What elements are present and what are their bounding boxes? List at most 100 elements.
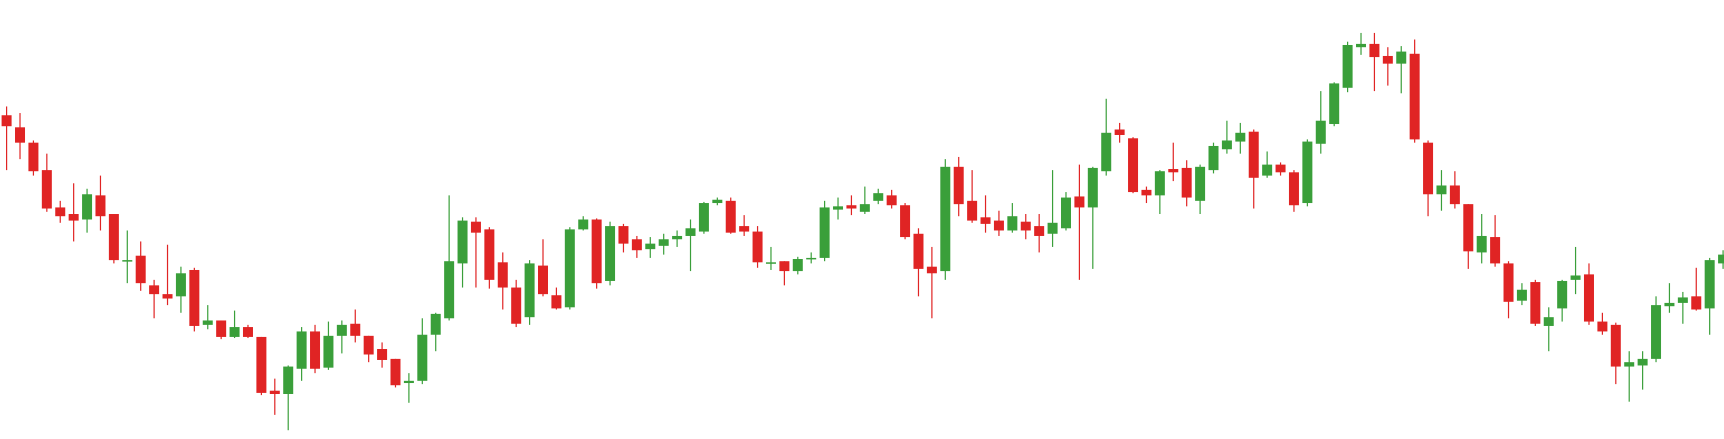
candle-body bbox=[967, 200, 978, 221]
candle-body bbox=[631, 239, 642, 251]
candle-body bbox=[1637, 358, 1648, 366]
candle-body bbox=[108, 214, 119, 261]
candle-body bbox=[323, 335, 334, 368]
candle-body bbox=[1195, 166, 1206, 201]
candle-body bbox=[1342, 44, 1353, 88]
candle-body bbox=[1449, 185, 1460, 205]
candle-body bbox=[1597, 321, 1608, 332]
candle-body bbox=[457, 220, 468, 264]
candle-body bbox=[913, 233, 924, 269]
candle-body bbox=[1047, 222, 1058, 234]
candle-body bbox=[122, 260, 133, 262]
candle-body bbox=[591, 219, 602, 284]
candle-body bbox=[1516, 289, 1527, 301]
candle-body bbox=[1074, 196, 1085, 208]
candle-body bbox=[1664, 302, 1675, 307]
candle-body bbox=[752, 231, 763, 263]
candle-body bbox=[859, 204, 870, 212]
candle-body bbox=[1235, 132, 1246, 142]
candle-body bbox=[819, 207, 830, 258]
candle-body bbox=[28, 142, 39, 172]
candle-body bbox=[538, 265, 548, 295]
candle-body bbox=[1423, 142, 1434, 195]
candle-body bbox=[792, 259, 803, 272]
candle-body bbox=[618, 226, 629, 244]
candle-body bbox=[712, 199, 723, 204]
candle-body bbox=[1476, 235, 1487, 253]
candle-body bbox=[926, 266, 937, 274]
candle-body bbox=[283, 366, 294, 395]
candle-body bbox=[229, 327, 240, 337]
candle-body bbox=[1543, 317, 1554, 326]
candle-body bbox=[162, 294, 173, 299]
candle-body bbox=[149, 285, 160, 295]
candle-body bbox=[95, 195, 106, 217]
candle-body bbox=[269, 390, 280, 395]
candle-body bbox=[403, 380, 414, 384]
candle-body bbox=[846, 205, 857, 209]
candle-body bbox=[953, 166, 964, 205]
candle-body bbox=[1651, 305, 1662, 359]
candle-body bbox=[1128, 138, 1139, 193]
candle-body bbox=[765, 262, 776, 264]
candle-body bbox=[256, 336, 267, 393]
candle-body bbox=[377, 349, 388, 360]
candle-body bbox=[1691, 296, 1702, 310]
candle-body bbox=[1463, 204, 1474, 252]
candle-body bbox=[1503, 263, 1514, 302]
candle-body bbox=[189, 269, 200, 326]
candle-body bbox=[1624, 362, 1635, 367]
candle-body bbox=[216, 320, 227, 337]
candle-body bbox=[1034, 226, 1045, 236]
candle-body bbox=[1, 115, 12, 127]
candle-body bbox=[551, 295, 562, 309]
candle-body bbox=[1288, 172, 1299, 206]
candle-body bbox=[296, 331, 307, 369]
candle-body bbox=[698, 203, 709, 232]
candle-body bbox=[1154, 171, 1165, 196]
candle-body bbox=[497, 262, 508, 288]
candle-body bbox=[511, 287, 522, 324]
candle-body bbox=[350, 323, 361, 336]
candle-body bbox=[1020, 221, 1031, 231]
candle-body bbox=[390, 358, 401, 386]
candle-body bbox=[1114, 129, 1125, 135]
candle-body bbox=[444, 261, 455, 319]
candle-body bbox=[672, 235, 683, 240]
candle-body bbox=[1369, 43, 1380, 58]
candle-body bbox=[135, 255, 146, 284]
candle-body bbox=[1718, 254, 1724, 264]
candle-body bbox=[564, 229, 575, 308]
candle-body bbox=[993, 220, 1004, 231]
candle-body bbox=[417, 334, 428, 381]
candle-body bbox=[82, 194, 93, 220]
candle-body bbox=[1302, 141, 1313, 204]
candle-body bbox=[685, 228, 696, 236]
candle-body bbox=[310, 331, 321, 369]
candle-body bbox=[605, 226, 616, 281]
candle-body bbox=[15, 127, 26, 143]
candle-body bbox=[980, 217, 991, 224]
candle-body bbox=[470, 221, 481, 233]
candle-body bbox=[524, 263, 535, 318]
candle-body bbox=[1168, 169, 1179, 173]
candle-body bbox=[1396, 51, 1407, 64]
candle-body bbox=[1409, 53, 1420, 140]
candle-body bbox=[175, 273, 186, 297]
candle-body bbox=[336, 324, 347, 336]
candle-body bbox=[1329, 83, 1340, 125]
candle-body bbox=[1490, 237, 1501, 264]
candle-body bbox=[1704, 260, 1715, 309]
candle-body bbox=[779, 261, 790, 272]
candle-body bbox=[1610, 324, 1621, 367]
candle-body bbox=[833, 206, 844, 210]
candle-body bbox=[1677, 297, 1688, 303]
candle-body bbox=[1557, 280, 1568, 309]
candle-body bbox=[1570, 275, 1581, 280]
candle-body bbox=[645, 243, 656, 250]
candle-body bbox=[1208, 145, 1219, 171]
candle-body bbox=[1382, 55, 1393, 64]
candle-body bbox=[873, 193, 884, 201]
candle-body bbox=[68, 214, 79, 221]
